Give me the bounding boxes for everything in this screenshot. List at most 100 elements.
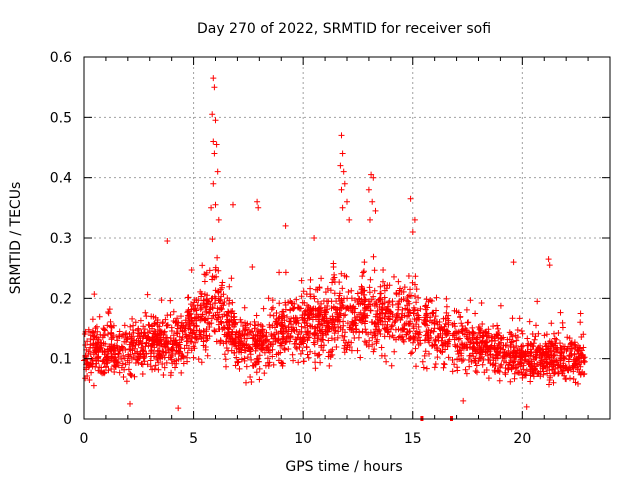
- data-point: [225, 308, 231, 315]
- data-point: [344, 320, 351, 327]
- data-point: [129, 340, 136, 347]
- data-point: [561, 343, 568, 350]
- data-point: [82, 342, 89, 348]
- data-point: [210, 180, 217, 187]
- data-point: [409, 349, 416, 356]
- data-point: [467, 352, 474, 359]
- data-point: [164, 322, 171, 329]
- data-point: [476, 355, 483, 361]
- data-point: [479, 338, 486, 345]
- data-point: [424, 322, 431, 329]
- data-point: [314, 286, 321, 293]
- data-point: [481, 369, 488, 376]
- data-point: [264, 336, 271, 343]
- x-tick-label: 0: [80, 431, 89, 447]
- data-point: [356, 329, 363, 336]
- data-point: [182, 317, 189, 324]
- data-point: [335, 328, 342, 335]
- data-point: [494, 322, 501, 329]
- data-point: [563, 376, 570, 383]
- data-point: [399, 325, 406, 332]
- data-point: [560, 362, 567, 369]
- data-point: [120, 352, 127, 359]
- data-point: [202, 271, 209, 278]
- data-point: [270, 304, 276, 311]
- data-point: [200, 334, 207, 341]
- data-point: [398, 296, 405, 303]
- x-tick-label: 10: [294, 431, 312, 447]
- data-point: [215, 315, 221, 321]
- data-point: [373, 299, 380, 305]
- data-point: [359, 300, 366, 307]
- data-point: [164, 340, 171, 347]
- data-point: [389, 298, 396, 305]
- data-point: [458, 350, 465, 357]
- data-point: [97, 345, 104, 352]
- data-point: [291, 300, 298, 307]
- data-point: [384, 326, 391, 333]
- data-point: [382, 310, 389, 317]
- data-point: [519, 374, 526, 381]
- data-point: [108, 366, 115, 372]
- data-point: [298, 293, 305, 300]
- data-point: [147, 363, 154, 370]
- data-point: [527, 352, 534, 359]
- data-point: [510, 353, 516, 359]
- data-point: [407, 195, 414, 202]
- data-point: [499, 354, 506, 361]
- data-point: [174, 323, 181, 329]
- data-point: [210, 138, 217, 145]
- data-point: [278, 359, 285, 366]
- data-point: [279, 308, 286, 315]
- data-point: [379, 309, 386, 316]
- data-point: [112, 363, 118, 370]
- data-point: [378, 306, 385, 313]
- data-point: [330, 276, 337, 283]
- data-point: [491, 367, 498, 374]
- data-point: [256, 352, 263, 359]
- y-tick-label: 0: [63, 412, 72, 428]
- data-point: [537, 362, 544, 369]
- data-point: [243, 363, 250, 370]
- data-point: [440, 342, 447, 349]
- data-point: [180, 360, 187, 367]
- data-point: [427, 314, 434, 321]
- data-point: [270, 312, 277, 319]
- data-point: [122, 361, 129, 368]
- data-point: [514, 327, 521, 333]
- data-point: [222, 356, 229, 363]
- data-point: [342, 311, 349, 318]
- data-point: [226, 326, 232, 333]
- data-point: [557, 309, 564, 316]
- data-point: [255, 358, 261, 365]
- data-point: [362, 318, 369, 324]
- data-point: [407, 328, 413, 335]
- data-point: [96, 313, 103, 320]
- data-point: [284, 314, 290, 320]
- data-point: [338, 186, 345, 193]
- data-point: [281, 338, 288, 345]
- data-point: [520, 366, 527, 373]
- data-point: [232, 337, 239, 343]
- data-point: [248, 379, 255, 385]
- data-point: [186, 321, 193, 328]
- data-point: [462, 366, 469, 373]
- data-point: [255, 328, 262, 335]
- data-point: [329, 321, 336, 328]
- data-point: [341, 180, 348, 187]
- data-point: [226, 283, 233, 290]
- data-point: [345, 339, 352, 346]
- data-point: [119, 360, 126, 367]
- data-point: [331, 290, 338, 297]
- data-point: [107, 318, 114, 325]
- data-point: [545, 340, 552, 347]
- data-point: [559, 370, 566, 377]
- data-point: [551, 335, 558, 342]
- data-point: [403, 297, 410, 304]
- data-point: [259, 344, 266, 351]
- data-point: [532, 368, 539, 374]
- data-point: [220, 302, 227, 309]
- data-point: [345, 289, 352, 295]
- data-point: [142, 309, 149, 316]
- data-point: [474, 339, 481, 346]
